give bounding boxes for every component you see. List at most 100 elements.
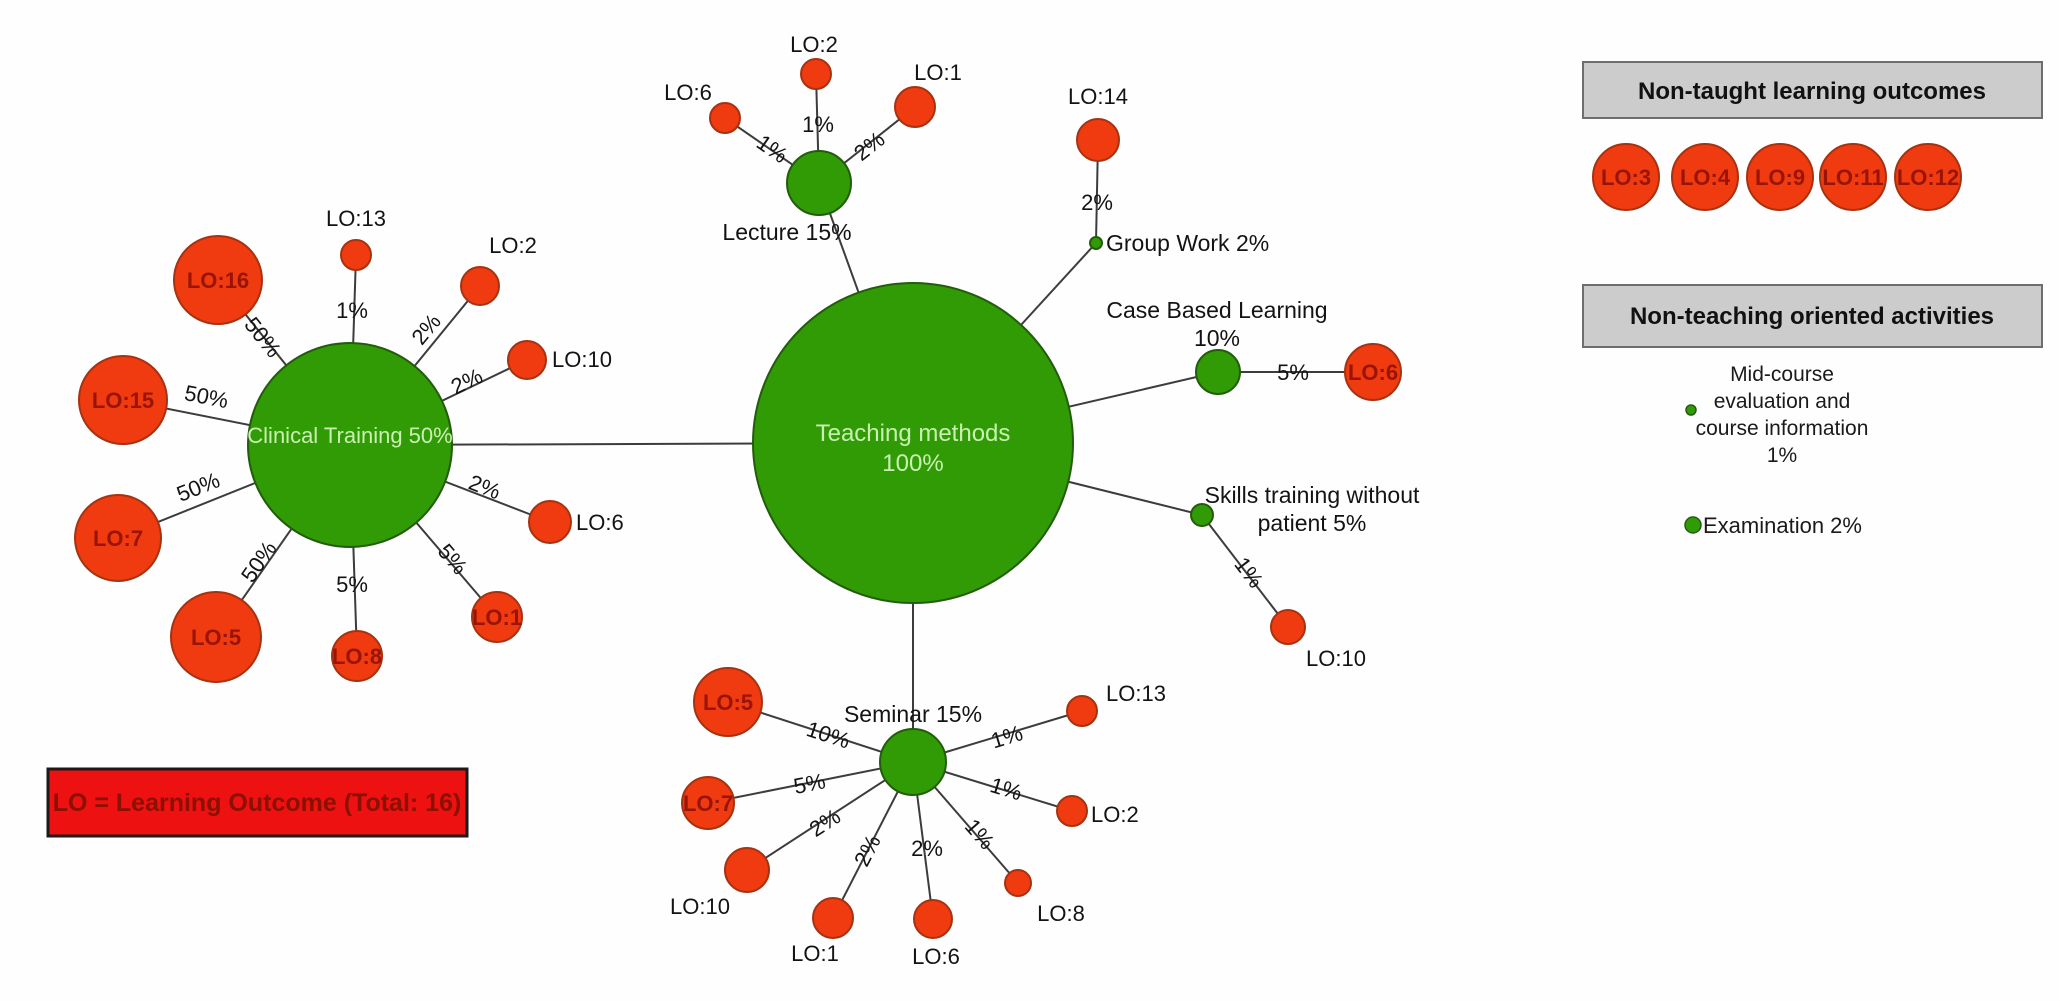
non-taught-outcome-label-3: LO:11 [1822, 165, 1883, 190]
node-circle-c_lo13 [340, 239, 372, 271]
node-label-se_lo7: LO:7 [683, 791, 733, 816]
node-labels-layer: Teaching methods 100% Clinical Training 50… [92, 32, 1420, 969]
node-label-case_based: Case Based Learning [1106, 297, 1327, 323]
mid-course-evaluation-label-3: 1% [1767, 444, 1797, 467]
panel-non-teaching-title: Non-teaching oriented activities [1630, 303, 1994, 330]
edge-weight-label: 5% [1277, 360, 1309, 385]
node-label-c_lo13: LO:13 [326, 206, 386, 231]
node-label-cb_lo6: LO:6 [1348, 360, 1398, 385]
panel-non-taught-header-box [1582, 61, 2043, 119]
node-label-seminar: Seminar 15% [844, 701, 982, 727]
node-circle-c_lo10 [507, 340, 547, 380]
edge-weight-label: 5% [433, 539, 473, 579]
mid-course-evaluation-label-0: Mid-course [1730, 363, 1834, 386]
node-label-se_lo2: LO:2 [1091, 802, 1139, 827]
node-label-l_lo2: LO:2 [790, 32, 838, 57]
node-label-l_lo6: LO:6 [664, 80, 712, 105]
node-circle-c_lo8 [331, 630, 383, 682]
node-label-teaching: Teaching methods [816, 420, 1011, 447]
node-label-se_lo8: LO:8 [1037, 901, 1085, 926]
non-taught-outcome-label-1: LO:4 [1680, 165, 1731, 190]
node-circle-c_lo7 [74, 494, 162, 582]
node-label-c_lo6: LO:6 [576, 510, 624, 535]
lo-legend-box [46, 767, 469, 838]
node-circle-l_lo1 [894, 86, 936, 128]
panel-non-teaching-header-box [1582, 284, 2043, 348]
edge-weight-label: 1% [336, 298, 368, 323]
edge-weight-label: 50% [239, 312, 286, 362]
node-label-se_lo10: LO:10 [670, 894, 730, 919]
edge-seminar-se_lo7 [707, 761, 914, 804]
node-circle-se_lo10 [724, 847, 770, 893]
examination-dot [1684, 516, 1702, 534]
legend-panels-layer: Non-taught learning outcomes Non-teaching… [46, 61, 2043, 838]
non-taught-outcome-label-4: LO:12 [1897, 165, 1959, 190]
node-circle-teaching [752, 282, 1074, 604]
node-circle-case_based [1195, 349, 1241, 395]
non-taught-outcome-circle-3 [1819, 143, 1887, 211]
lo-legend-text: LO = Learning Outcome (Total: 16) [53, 789, 462, 817]
node-label-se_lo13: LO:13 [1106, 681, 1166, 706]
examination-label-0: Examination 2% [1703, 513, 1862, 538]
edge-weight-label: 1% [987, 772, 1025, 805]
node-label-clinical: Clinical Training 50% [247, 423, 452, 448]
non-taught-outcome-circle-4 [1894, 143, 1962, 211]
mid-course-evaluation-dot [1685, 404, 1697, 416]
non-taught-outcome-label-0: LO:3 [1601, 165, 1651, 190]
node-label-l_lo14: LO:14 [1068, 84, 1128, 109]
node-circle-group_work [1089, 236, 1103, 250]
node-label-c_lo2: LO:2 [489, 233, 537, 258]
node-circle-c_lo16 [173, 235, 263, 325]
edge-weight-label: 5% [791, 768, 827, 799]
node-label-case_based-1: 10% [1194, 325, 1240, 351]
node-label-skills: Skills training without [1205, 482, 1420, 508]
node-circle-se_lo1 [812, 897, 854, 939]
edge-weight-label: 50% [173, 467, 223, 507]
edge-weight-label: 2% [1081, 190, 1113, 215]
mid-course-evaluation-label-2: course information [1696, 417, 1869, 440]
node-label-group_work: Group Work 2% [1106, 230, 1269, 256]
node-label-c_lo1: LO:1 [472, 605, 522, 630]
node-label-se_lo5: LO:5 [703, 690, 753, 715]
edge-skills-s_lo10 [1201, 514, 1289, 628]
node-circle-lecture [786, 150, 852, 216]
non-taught-outcome-circle-1 [1671, 143, 1739, 211]
node-label-c_lo16: LO:16 [187, 268, 249, 293]
edge-weight-label: 1% [960, 814, 1000, 854]
node-circle-se_lo6 [913, 899, 953, 939]
node-circle-l_lo6 [709, 102, 741, 134]
node-circle-l_lo14 [1076, 118, 1120, 162]
node-circle-c_lo15 [78, 355, 168, 445]
node-circle-se_lo13 [1066, 695, 1098, 727]
node-circle-c_lo1 [471, 591, 523, 643]
node-circle-skills [1190, 503, 1214, 527]
edge-weight-label: 2% [406, 309, 445, 349]
node-label-c_lo7: LO:7 [93, 526, 143, 551]
non-taught-outcome-label-2: LO:9 [1755, 165, 1805, 190]
node-circle-cb_lo6 [1344, 343, 1402, 401]
node-circle-se_lo2 [1056, 795, 1088, 827]
edge-weight-label: 50% [236, 536, 282, 586]
node-label-s_lo10: LO:10 [1306, 646, 1366, 671]
node-circle-se_lo8 [1004, 869, 1032, 897]
node-circle-c_lo2 [460, 266, 500, 306]
mid-course-evaluation-label-1: evaluation and [1714, 390, 1851, 413]
node-label-l_lo1: LO:1 [914, 60, 962, 85]
non-taught-outcome-circle-0 [1592, 143, 1660, 211]
node-circle-clinical [247, 342, 453, 548]
edge-weight-label: 2% [911, 836, 943, 861]
node-label-skills-1: patient 5% [1258, 510, 1367, 536]
panel-non-taught-title: Non-taught learning outcomes [1638, 78, 1986, 105]
node-circles-layer [74, 58, 1402, 939]
node-circle-c_lo5 [170, 591, 262, 683]
node-circle-seminar [879, 728, 947, 796]
edge-weight-label: 2% [465, 470, 504, 505]
node-label-c_lo15: LO:15 [92, 388, 154, 413]
edge-weight-label: 1% [802, 112, 834, 137]
edge-weight-label: 2% [849, 831, 886, 871]
node-label-c_lo8: LO:8 [332, 644, 382, 669]
node-label-lecture: Lecture 15% [722, 219, 851, 245]
node-label-se_lo1: LO:1 [791, 941, 839, 966]
